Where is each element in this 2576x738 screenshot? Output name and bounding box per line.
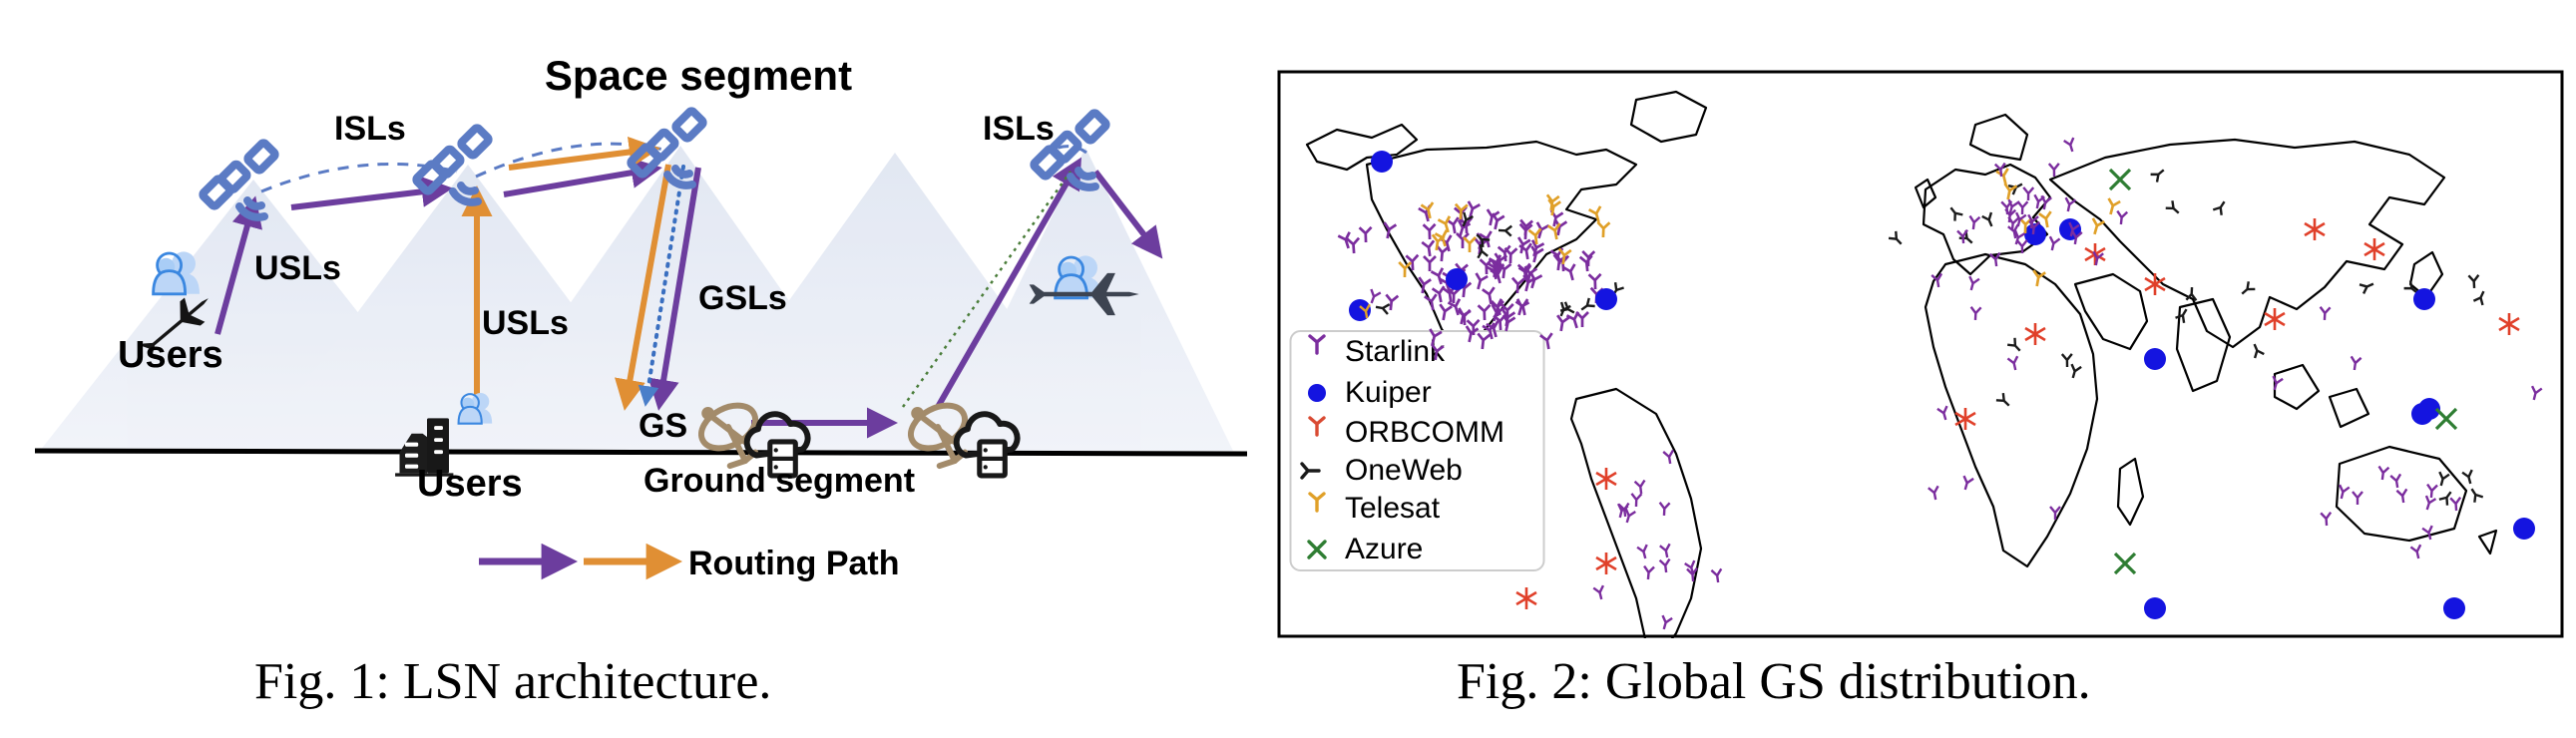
svg-text:ISLs: ISLs [334,110,406,148]
svg-text:Starlink: Starlink [1345,335,1446,368]
svg-text:Users: Users [417,463,523,505]
svg-text:Telesat: Telesat [1345,492,1441,525]
svg-text:USLs: USLs [254,249,341,287]
svg-text:Space segment: Space segment [545,52,852,99]
svg-text:Kuiper: Kuiper [1345,376,1432,409]
svg-text:GS: GS [639,407,687,445]
svg-text:Routing Path: Routing Path [688,545,900,582]
svg-text:USLs: USLs [482,304,569,342]
svg-text:Azure: Azure [1345,533,1423,565]
svg-text:OneWeb: OneWeb [1345,454,1463,487]
svg-text:GSLs: GSLs [698,279,787,317]
svg-text:Users: Users [118,334,223,376]
svg-text:ISLs: ISLs [983,110,1055,148]
svg-text:Ground segment: Ground segment [644,462,915,500]
svg-text:ORBCOMM: ORBCOMM [1345,416,1504,449]
